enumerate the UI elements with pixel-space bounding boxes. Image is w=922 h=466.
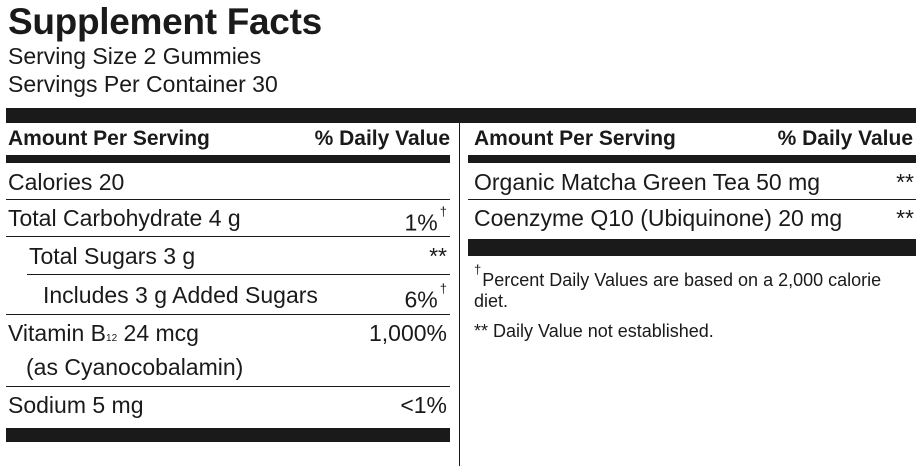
carb-dv-value: 1%: [404, 209, 438, 236]
right-bottom-bar: [468, 239, 916, 256]
dagger-mark: †: [439, 204, 447, 219]
vitamin-b12-form: (as Cyanocobalamin): [26, 354, 244, 380]
right-header-bar: [468, 155, 916, 163]
added-dv-value: 6%: [404, 286, 438, 313]
b12-subscript: 12: [106, 333, 118, 344]
top-thick-bar: [6, 108, 916, 123]
vitamin-b12-label: Vitamin B12 24 mcg: [8, 318, 199, 354]
row-rule: [6, 199, 450, 200]
sugars-label: Total Sugars 3 g: [29, 243, 196, 269]
dagger-mark: †: [439, 281, 447, 296]
sugars-daily-value: **: [429, 243, 447, 269]
coq10-label: Coenzyme Q10 (Ubiquinone) 20 mg: [474, 205, 843, 231]
dagger-mark: †: [474, 262, 482, 277]
footnote-percent-daily-value: †Percent Daily Values are based on a 2,0…: [474, 262, 894, 312]
right-header-amount: Amount Per Serving: [474, 127, 676, 150]
row-rule: [6, 314, 450, 315]
b12-prefix: Vitamin B: [8, 320, 107, 346]
carb-label: Total Carbohydrate 4 g: [8, 205, 241, 231]
left-header-amount: Amount Per Serving: [8, 127, 210, 150]
panel-title: Supplement Facts: [8, 1, 322, 42]
left-bottom-bar: [6, 428, 450, 442]
sodium-label: Sodium 5 mg: [8, 392, 144, 418]
coq10-daily-value: **: [896, 205, 914, 231]
sodium-daily-value: <1%: [400, 392, 447, 418]
right-header-daily-value: % Daily Value: [777, 127, 913, 150]
footnote-not-established: ** Daily Value not established.: [474, 321, 714, 341]
b12-amount: 24 mcg: [123, 320, 199, 346]
carb-daily-value: 1% †: [330, 203, 447, 238]
matcha-label: Organic Matcha Green Tea 50 mg: [474, 169, 821, 195]
row-rule: [6, 236, 450, 237]
added-sugars-daily-value: 6% †: [330, 280, 447, 315]
left-header-bar: [6, 155, 450, 163]
calories-label: Calories 20: [8, 169, 125, 195]
matcha-daily-value: **: [896, 169, 914, 195]
left-header-daily-value: % Daily Value: [314, 127, 450, 150]
footnote-percent-text: Percent Daily Values are based on a 2,00…: [474, 270, 882, 311]
row-rule: [468, 199, 916, 200]
column-divider: [459, 123, 460, 466]
row-rule: [27, 274, 450, 275]
vitamin-b12-daily-value: 1,000%: [368, 320, 447, 346]
row-rule: [6, 386, 450, 387]
serving-size: Serving Size 2 Gummies: [8, 43, 262, 69]
added-sugars-label: Includes 3 g Added Sugars: [43, 282, 318, 308]
servings-per-container: Servings Per Container 30: [8, 71, 278, 97]
